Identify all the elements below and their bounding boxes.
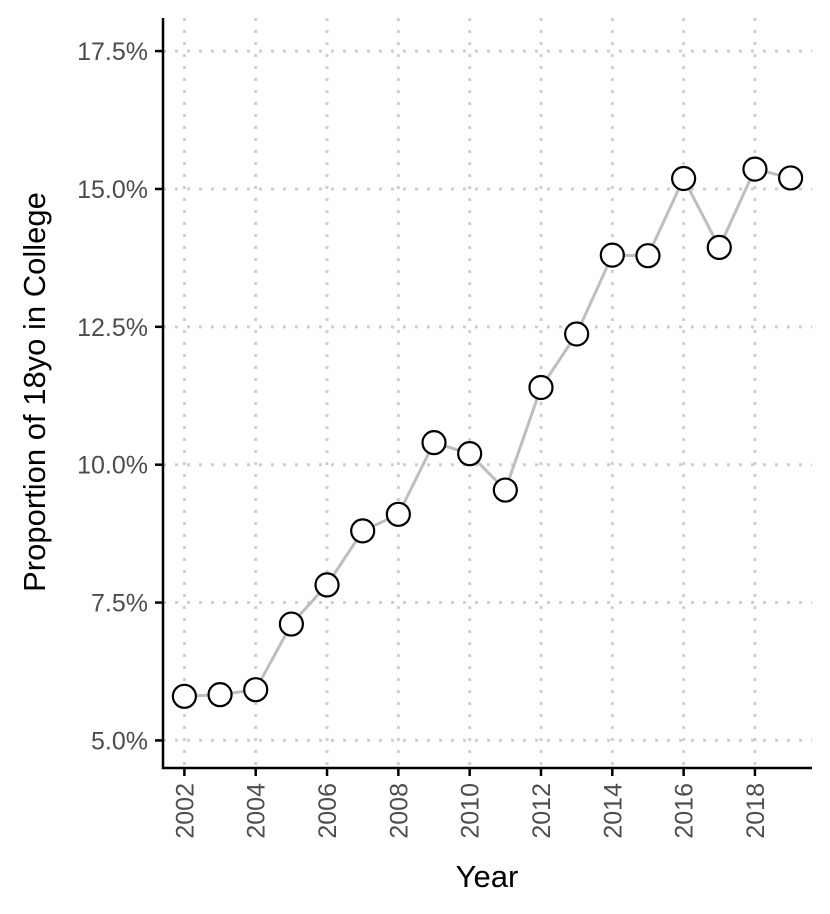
data-point (528, 374, 554, 401)
x-tick-label: 2006 (314, 783, 342, 839)
data-point (492, 477, 518, 503)
data-point (742, 156, 768, 182)
x-tick-label: 2014 (599, 783, 627, 839)
x-tick-label: 2004 (243, 783, 271, 839)
x-tick-label: 2008 (385, 783, 413, 839)
x-axis-title: Year (456, 859, 519, 894)
data-point (278, 611, 304, 637)
series-line (184, 167, 791, 698)
data-point (706, 234, 732, 261)
y-tick-label: 10.0% (77, 452, 148, 480)
data-point (314, 572, 340, 598)
y-tick-label: 12.5% (77, 314, 148, 342)
y-axis-title: Proportion of 18yo in College (17, 192, 52, 592)
axes (155, 18, 812, 776)
data-point (635, 243, 661, 269)
x-tick-label: 2002 (171, 783, 199, 839)
tick-labels: 5.0% 7.5% 10.0% 12.5% 15.0% 17.5% 2002 2004 2006… (77, 38, 770, 839)
x-tick-label: 2018 (742, 783, 770, 839)
data-point (421, 430, 447, 456)
data-point (778, 165, 804, 191)
data-point (564, 321, 590, 347)
data-point (599, 242, 625, 268)
y-tick-label: 15.0% (77, 176, 148, 204)
data-point (207, 682, 233, 708)
y-tick-label: 17.5% (77, 38, 148, 66)
y-tick-label: 5.0% (91, 727, 148, 755)
data-point (671, 165, 697, 192)
x-tick-label: 2010 (457, 783, 485, 839)
data-point (457, 441, 483, 467)
data-point (385, 501, 411, 527)
data-point (243, 677, 269, 703)
data-point (171, 683, 197, 709)
y-tick-label: 7.5% (91, 590, 148, 618)
data-point (350, 518, 376, 544)
x-tick-label: 2012 (528, 783, 556, 839)
series-layer (171, 156, 804, 709)
x-tick-label: 2016 (671, 783, 699, 839)
grid-lines (163, 18, 812, 768)
